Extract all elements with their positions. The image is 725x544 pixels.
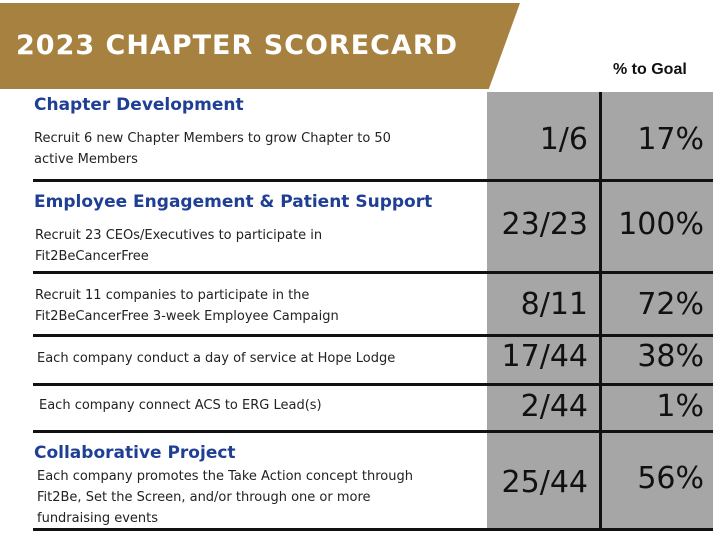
- goal-description-line: Fit2BeCancerFree 3-week Employee Campaig…: [35, 309, 339, 324]
- column-divider: [599, 92, 602, 530]
- goal-description-line: Recruit 6 new Chapter Members to grow Ch…: [34, 131, 391, 146]
- progress-fraction: 17/44: [501, 339, 588, 374]
- goal-description: Each company conduct a day of service at…: [37, 348, 395, 369]
- goal-description: Each company promotes the Take Action co…: [37, 466, 413, 529]
- section-heading-employee-engagement: Employee Engagement & Patient Support: [34, 192, 433, 212]
- percent-to-goal: 1%: [656, 389, 704, 424]
- percent-to-goal: 17%: [637, 122, 704, 157]
- goal-description-line: Each company promotes the Take Action co…: [37, 469, 413, 484]
- progress-fraction: 8/11: [520, 287, 588, 322]
- row-divider: [33, 334, 713, 337]
- goal-description: Recruit 11 companies to participate in t…: [35, 285, 339, 327]
- row-divider: [33, 430, 713, 433]
- percent-to-goal: 38%: [637, 339, 704, 374]
- progress-fraction: 1/6: [539, 122, 588, 157]
- goal-description: Recruit 23 CEOs/Executives to participat…: [35, 225, 322, 267]
- percent-to-goal-header: % to Goal: [613, 61, 687, 78]
- row-divider: [33, 383, 713, 386]
- goal-description: Recruit 6 new Chapter Members to grow Ch…: [34, 128, 391, 170]
- page-title: 2023 CHAPTER SCORECARD: [16, 30, 459, 61]
- percent-to-goal: 56%: [637, 461, 704, 496]
- section-heading-collaborative-project: Collaborative Project: [34, 443, 236, 463]
- goal-description-line: Fit2Be, Set the Screen, and/or through o…: [37, 490, 371, 505]
- goal-description-line: Each company connect ACS to ERG Lead(s): [39, 398, 322, 413]
- progress-fraction: 25/44: [501, 465, 588, 500]
- goal-description-line: Each company conduct a day of service at…: [37, 351, 396, 366]
- row-divider: [33, 179, 713, 182]
- goal-description-line: Fit2BeCancerFree: [35, 249, 149, 264]
- goal-description-line: active Members: [34, 152, 138, 167]
- progress-fraction: 23/23: [501, 207, 588, 242]
- title-banner: [0, 3, 520, 89]
- goal-description-line: Recruit 23 CEOs/Executives to participat…: [35, 228, 323, 243]
- percent-to-goal: 100%: [618, 207, 704, 242]
- goal-description-line: fundraising events: [37, 511, 159, 526]
- percent-to-goal: 72%: [637, 287, 704, 322]
- goal-description: Each company connect ACS to ERG Lead(s): [39, 395, 322, 416]
- row-divider: [33, 271, 713, 274]
- progress-fraction: 2/44: [520, 389, 588, 424]
- section-heading-chapter-development: Chapter Development: [34, 95, 244, 115]
- goal-description-line: Recruit 11 companies to participate in t…: [35, 288, 310, 303]
- row-divider: [33, 528, 713, 531]
